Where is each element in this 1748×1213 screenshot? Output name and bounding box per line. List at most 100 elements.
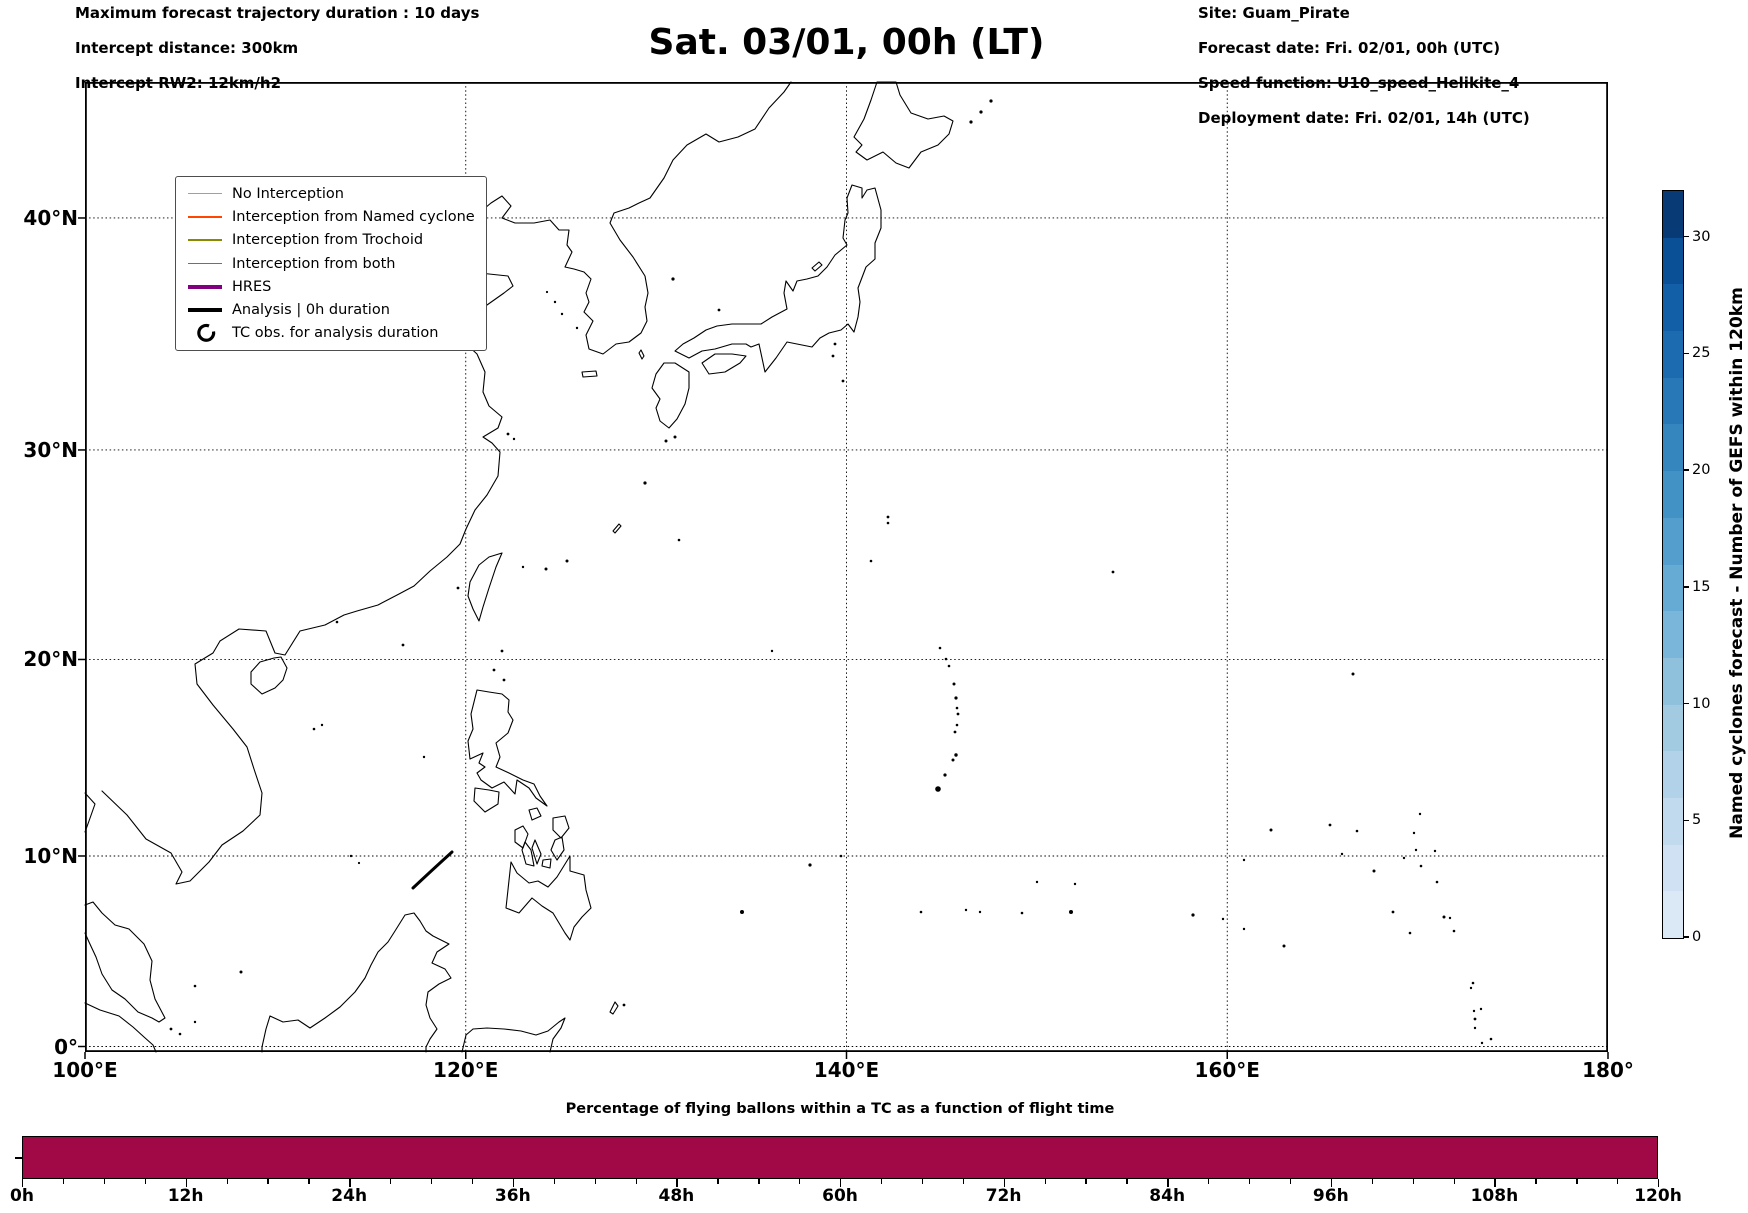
x-major-tick: [1494, 1179, 1496, 1187]
map-axis-ticks: [78, 217, 1609, 1059]
x-tick-label: 72h: [985, 1186, 1022, 1206]
balloon-percentage-bar: [22, 1136, 1658, 1179]
x-minor-tick: [1085, 1179, 1087, 1184]
x-tick-label: 12h: [167, 1186, 204, 1206]
legend-item-label: Interception from both: [232, 255, 396, 272]
pacific-map: No Interception Interception from Named c…: [78, 81, 1609, 1059]
colorbar-tick: [1683, 702, 1689, 705]
x-major-tick: [1330, 1179, 1333, 1187]
colorbar-segment: [1663, 424, 1683, 472]
x-minor-tick: [1289, 1179, 1292, 1184]
x-minor-tick: [1412, 1179, 1414, 1184]
x-minor-tick: [635, 1179, 637, 1184]
colorbar-segment: [1663, 331, 1683, 378]
lat-tick-label: 0°: [54, 1034, 78, 1059]
x-minor-tick: [103, 1179, 106, 1184]
max-duration-text: Maximum forecast trajectory duration : 1…: [75, 4, 480, 22]
legend-line: [188, 284, 222, 290]
colorbar-segment: [1663, 564, 1683, 612]
x-minor-tick: [799, 1179, 801, 1184]
forecast-date-text: Forecast date: Fri. 02/01, 00h (UTC): [1198, 39, 1501, 57]
x-major-tick: [840, 1179, 842, 1187]
colorbar-segment: [1663, 284, 1683, 332]
lon-tick-label: 180°: [1582, 1058, 1634, 1082]
forecast-params-block: Maximum forecast trajectory duration : 1…: [75, 4, 480, 93]
x-major-tick: [1658, 1179, 1660, 1187]
legend-item: Analysis | 0h duration: [182, 298, 478, 321]
x-minor-tick: [962, 1179, 965, 1184]
colorbar-segment: [1663, 844, 1683, 892]
colorbar-segment: [1663, 891, 1683, 938]
lat-tick-label: 40°N: [23, 205, 78, 230]
x-tick-label: 36h: [494, 1186, 531, 1206]
legend-item-label: Interception from Trochoid: [232, 232, 424, 249]
lon-tick-label: 120°E: [433, 1058, 499, 1082]
colorbar-segment: [1663, 191, 1683, 238]
x-minor-tick: [594, 1179, 596, 1184]
legend-item-label: HRES: [232, 278, 272, 295]
map-frame: [84, 81, 1608, 1053]
colorbar-tick: [1683, 352, 1689, 355]
legend-item-label: Analysis | 0h duration: [232, 302, 390, 319]
x-minor-tick: [390, 1179, 392, 1184]
x-tick-label: 120h: [1634, 1186, 1682, 1206]
colorbar-tick-label: 25: [1692, 345, 1711, 362]
colorbar-segment: [1663, 471, 1683, 518]
x-minor-tick: [1249, 1179, 1251, 1184]
x-minor-tick: [1044, 1179, 1046, 1184]
legend-item: Interception from Trochoid: [182, 229, 478, 252]
legend-line-sample: [188, 192, 222, 195]
colorbar-tick-label: 15: [1692, 578, 1711, 595]
x-minor-tick: [1576, 1179, 1578, 1184]
x-minor-tick: [717, 1179, 719, 1184]
x-minor-tick: [144, 1179, 147, 1184]
x-tick-label: 0h: [10, 1186, 34, 1206]
x-major-tick: [349, 1179, 351, 1187]
legend-line-sample: [188, 307, 222, 313]
colorbar-segment: [1663, 517, 1683, 565]
legend-item: No Interception: [182, 182, 478, 205]
lat-tick-label: 20°N: [23, 647, 78, 672]
legend-line: [188, 216, 222, 218]
legend-line: [188, 192, 222, 195]
gefs-colorbar: [1662, 190, 1684, 939]
x-major-tick: [512, 1179, 515, 1187]
x-major-tick: [185, 1179, 187, 1187]
x-minor-tick: [1126, 1179, 1128, 1184]
x-tick-label: 108h: [1470, 1186, 1519, 1206]
legend-item: Interception from both: [182, 252, 478, 275]
colorbar-tick-label: 10: [1692, 695, 1711, 712]
x-minor-tick: [880, 1179, 883, 1184]
x-tick-label: 48h: [658, 1186, 695, 1206]
x-major-tick: [1003, 1179, 1005, 1187]
legend-item-label: No Interception: [232, 185, 344, 202]
x-minor-tick: [1535, 1179, 1537, 1184]
colorbar-tick: [1683, 936, 1689, 938]
lat-tick-label: 30°N: [23, 437, 78, 462]
x-minor-tick: [1208, 1179, 1210, 1184]
x-tick-label: 24h: [331, 1186, 368, 1206]
legend-line: [188, 239, 222, 241]
island-dots: [169, 99, 1493, 1045]
colorbar-tick-label: 0: [1692, 929, 1702, 945]
colorbar-segment: [1663, 657, 1683, 705]
colorbar-label: Named cyclones forecast - Number of GEFS…: [1727, 287, 1747, 839]
legend-item: HRES: [182, 275, 478, 298]
intercept-distance-text: Intercept distance: 300km: [75, 39, 299, 57]
colorbar-tick: [1683, 469, 1689, 471]
balloon-chart-title: Percentage of flying ballons within a TC…: [565, 1101, 1115, 1117]
legend-line-sample: [188, 284, 222, 290]
site-text: Site: Guam_Pirate: [1198, 4, 1350, 22]
colorbar-segment: [1663, 377, 1683, 425]
colorbar-segment: [1663, 704, 1683, 752]
colorbar-tick: [1683, 235, 1689, 238]
map-canvas: [78, 81, 1609, 1059]
x-minor-tick: [758, 1179, 760, 1184]
legend-item-label: Interception from Named cyclone: [232, 208, 475, 225]
map-gridlines: [85, 82, 1608, 1052]
balloon-chart-y-tick: [15, 1157, 22, 1159]
x-major-tick: [676, 1179, 678, 1187]
lon-tick-label: 100°E: [52, 1058, 118, 1082]
colorbar-tick-label: 30: [1692, 228, 1711, 245]
